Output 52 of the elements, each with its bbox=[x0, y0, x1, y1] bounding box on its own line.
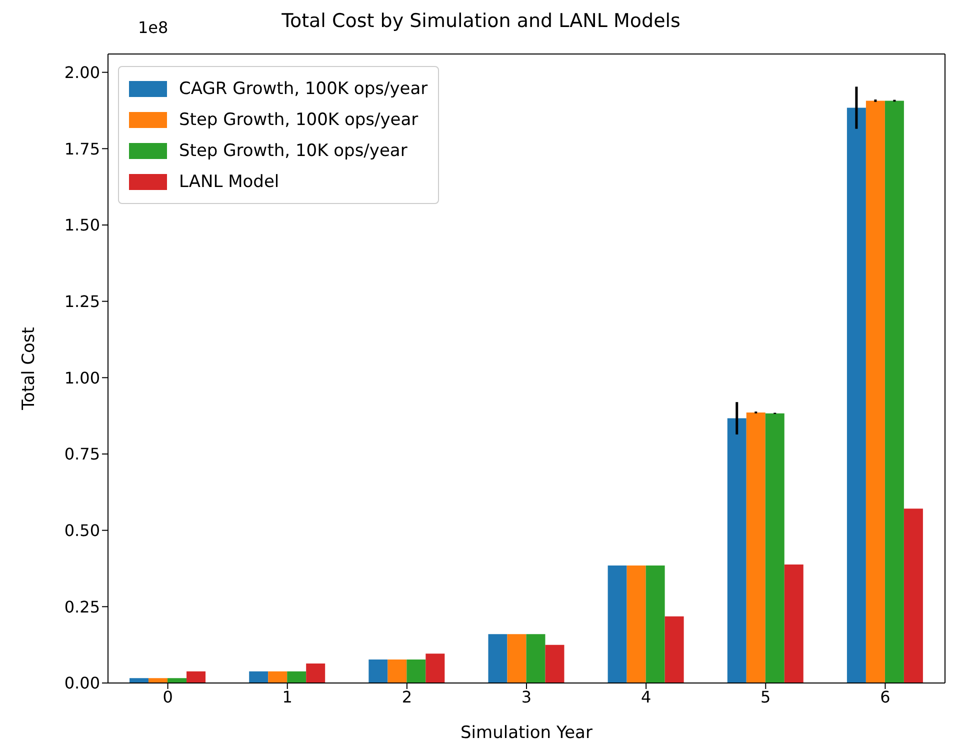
y-axis-title: Total Cost bbox=[19, 326, 40, 411]
y-tick-label: 0.50 bbox=[64, 521, 100, 540]
chart-title: Total Cost by Simulation and LANL Models bbox=[282, 10, 680, 32]
x-tick-label: 1 bbox=[282, 687, 292, 706]
x-tick-label: 2 bbox=[402, 687, 412, 706]
y-tick-label: 0.75 bbox=[64, 444, 100, 464]
legend-label: CAGR Growth, 100K ops/year bbox=[179, 78, 428, 98]
bar bbox=[884, 100, 904, 683]
bar bbox=[426, 654, 445, 683]
bar bbox=[545, 644, 564, 683]
bar bbox=[526, 634, 546, 683]
y-tick-label: 1.25 bbox=[64, 292, 100, 312]
bar bbox=[727, 418, 746, 683]
x-tick-label: 4 bbox=[640, 687, 652, 706]
bar bbox=[130, 678, 149, 683]
bar bbox=[626, 565, 646, 683]
bar bbox=[904, 508, 923, 683]
bar bbox=[249, 671, 268, 683]
bar bbox=[866, 100, 885, 683]
bar bbox=[765, 413, 784, 683]
bar bbox=[406, 659, 426, 683]
bar bbox=[388, 659, 407, 683]
bar bbox=[846, 108, 866, 683]
y-tick-label: 0.25 bbox=[64, 597, 100, 616]
bar bbox=[368, 659, 388, 683]
x-tick-label: 5 bbox=[760, 687, 771, 706]
bar bbox=[168, 678, 187, 683]
text: 1e8 bbox=[138, 18, 168, 37]
bar bbox=[148, 678, 168, 683]
bar bbox=[746, 412, 766, 683]
x-tick-label: 0 bbox=[162, 687, 173, 706]
legend-label: Step Growth, 10K ops/year bbox=[179, 140, 408, 160]
bar bbox=[287, 671, 306, 683]
bar bbox=[664, 616, 684, 683]
y-tick-label: 2.00 bbox=[64, 63, 100, 82]
bar bbox=[306, 663, 326, 683]
y-tick-label: 1.50 bbox=[64, 216, 100, 235]
x-axis-title: Simulation Year bbox=[460, 723, 592, 743]
bar bbox=[608, 565, 627, 683]
bar bbox=[646, 565, 665, 683]
bar bbox=[268, 671, 288, 683]
x-tick-label: 3 bbox=[521, 687, 532, 706]
y-tick-label: 1.75 bbox=[64, 139, 100, 158]
bar bbox=[507, 634, 526, 683]
y-tick-label: 0.00 bbox=[64, 674, 100, 693]
bar bbox=[784, 564, 804, 683]
y-tick-label: 1.00 bbox=[64, 368, 100, 388]
bar bbox=[186, 671, 206, 683]
legend-label: Step Growth, 100K ops/year bbox=[179, 110, 418, 130]
legend-label: LANL Model bbox=[179, 172, 280, 192]
bar bbox=[488, 634, 508, 683]
x-tick-label: 6 bbox=[880, 687, 890, 706]
